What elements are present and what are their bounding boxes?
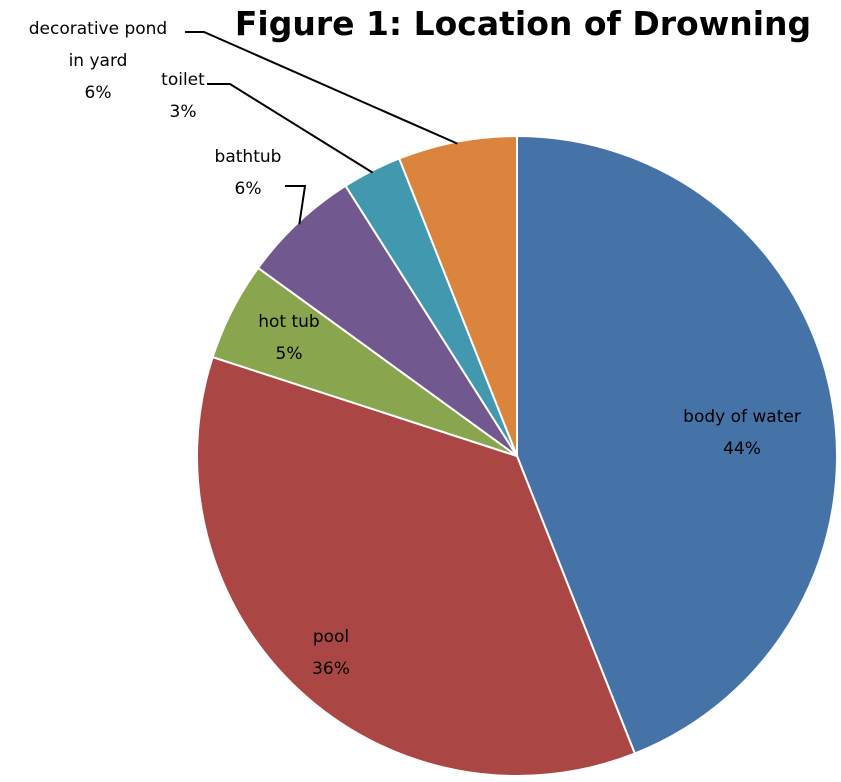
pie-slice-pool bbox=[196, 355, 637, 777]
slice-label-bathtub: bathtub bbox=[215, 147, 282, 167]
pie-slices bbox=[196, 134, 838, 777]
slice-label-body-of-water: body of water bbox=[683, 407, 801, 427]
pie-slice-bathtub bbox=[256, 184, 518, 457]
slice-labels: body of water 44% pool 36% hot tub 5% bathtub 6… bbox=[29, 19, 801, 679]
slice-percent-hot-tub: 5% bbox=[276, 344, 303, 364]
leader-lines bbox=[185, 31, 458, 225]
slice-label-decorative-pond-in-yard: decorative pond bbox=[29, 19, 167, 39]
slice-percent-body-of-water: 44% bbox=[723, 439, 761, 459]
chart-title: Figure 1: Location of Drowning bbox=[234, 4, 812, 43]
slice-percent-decorative-pond-in-yard: 6% bbox=[85, 83, 112, 103]
slice-label-toilet: toilet bbox=[161, 70, 205, 90]
slice-label-decorative-pond-in-yard: in yard bbox=[69, 51, 128, 71]
slice-percent-toilet: 3% bbox=[170, 102, 197, 122]
pie-slice-body-of-water bbox=[516, 134, 838, 755]
leader-line-bathtub bbox=[285, 185, 307, 225]
leader-line-toilet bbox=[207, 83, 374, 174]
leader-line-decorative-pond-in-yard bbox=[185, 31, 458, 145]
slice-percent-bathtub: 6% bbox=[235, 179, 262, 199]
pie-slice-decorative-pond-in-yard bbox=[397, 134, 518, 457]
slice-label-pool: pool bbox=[313, 627, 349, 647]
slice-label-hot-tub: hot tub bbox=[258, 312, 319, 332]
slice-percent-pool: 36% bbox=[312, 659, 350, 679]
